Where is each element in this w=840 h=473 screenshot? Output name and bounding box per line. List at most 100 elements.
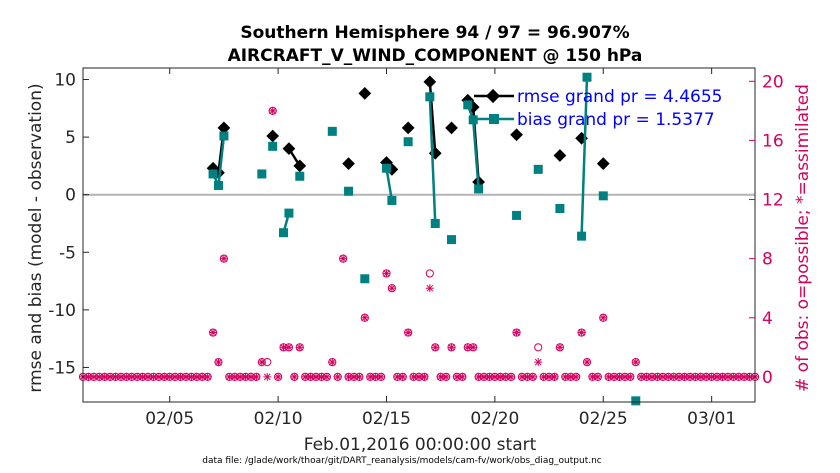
- obs-assimilated-marker: [626, 372, 635, 381]
- x-tick-label: 02/05: [145, 409, 194, 429]
- rmse-point: [510, 128, 523, 142]
- obs-asterisk-stroke: [263, 373, 271, 381]
- y-tick-label: 5: [65, 128, 76, 148]
- y-right-tick-label: 16: [762, 131, 784, 151]
- obs-assimilated-marker: [740, 372, 749, 381]
- chart-subtitle: AIRCRAFT_V_WIND_COMPONENT @ 150 hPa: [228, 46, 643, 66]
- obs-asterisk-stroke: [361, 314, 369, 322]
- bias-point: [425, 92, 435, 102]
- obs-assimilated-marker: [723, 372, 732, 381]
- obs-asterisk-stroke: [735, 373, 743, 381]
- x-tick-label: 02/20: [470, 409, 519, 429]
- rmse-point: [423, 75, 437, 89]
- y-tick-label: -5: [59, 243, 76, 263]
- obs-asterisk-stroke: [128, 373, 136, 381]
- obs-assimilated-marker: [583, 358, 591, 367]
- obs-assimilated-marker: [95, 372, 104, 381]
- obs-assimilated-marker: [615, 372, 624, 381]
- obs-asterisk-stroke: [643, 373, 650, 381]
- obs-asterisk-stroke: [442, 373, 450, 381]
- obs-asterisk-stroke: [231, 373, 239, 381]
- obs-asterisk-stroke: [502, 373, 510, 381]
- obs-assimilated-marker: [333, 372, 342, 381]
- bias-point: [403, 137, 413, 147]
- obs-asterisk-stroke: [236, 373, 244, 381]
- obs-asterisk-stroke: [697, 373, 705, 381]
- plot-area-frame: [82, 67, 756, 403]
- bias-line-segment: [385, 167, 394, 201]
- obs-asterisk-stroke: [280, 343, 287, 351]
- obs-assimilated-marker: [398, 372, 407, 381]
- obs-assimilated-marker: [680, 372, 689, 381]
- obs-asterisk-stroke: [648, 373, 656, 381]
- obs-assimilated-marker: [420, 372, 429, 381]
- obs-asterisk-stroke: [356, 373, 363, 381]
- obs-assimilated-marker: [339, 254, 348, 263]
- obs-asterisk-stroke: [518, 373, 526, 381]
- obs-assimilated-marker: [214, 358, 223, 367]
- obs-asterisk-stroke: [692, 373, 699, 381]
- obs-asterisk-stroke: [567, 373, 575, 381]
- obs-asterisk-stroke: [117, 373, 125, 381]
- bias-point: [631, 396, 641, 406]
- obs-assimilated-marker: [252, 372, 261, 381]
- obs-assimilated-marker: [707, 372, 716, 381]
- y-tick-label: -10: [48, 301, 76, 321]
- obs-assimilated-marker: [507, 372, 516, 381]
- obs-asterisk-stroke: [681, 373, 688, 381]
- obs-asterisk-stroke: [437, 373, 445, 381]
- obs-asterisk-stroke: [469, 343, 477, 351]
- obs-asterisk-stroke: [123, 373, 130, 381]
- bias-point: [344, 186, 354, 196]
- obs-asterisk-stroke: [459, 373, 466, 381]
- obs-asterisk-stroke: [220, 255, 228, 262]
- obs-assimilated-marker: [610, 372, 619, 381]
- bias-point: [555, 204, 565, 214]
- obs-assimilated-marker: [301, 372, 310, 381]
- obs-asterisk-stroke: [664, 373, 672, 381]
- obs-assimilated-marker: [317, 372, 326, 381]
- obs-asterisk-stroke: [524, 373, 531, 381]
- obs-asterisk-stroke: [269, 107, 277, 115]
- obs-asterisk-stroke: [551, 373, 558, 381]
- obs-asterisk-stroke: [475, 373, 482, 381]
- obs-assimilated-marker: [209, 328, 218, 337]
- x-tick-label: 02/25: [579, 409, 628, 429]
- obs-assimilated-marker: [274, 372, 283, 381]
- obs-asterisk-stroke: [366, 373, 374, 381]
- obs-asterisk-stroke: [724, 373, 732, 381]
- obs-assimilated-marker: [631, 358, 640, 367]
- obs-asterisk-stroke: [225, 373, 233, 381]
- legend-marker-rmse: [485, 88, 501, 104]
- obs-asterisk-stroke: [399, 373, 407, 381]
- bias-point: [468, 115, 478, 125]
- bias-point: [387, 195, 397, 205]
- obs-asterisk-stroke: [572, 373, 580, 381]
- obs-asterisk-stroke: [242, 373, 249, 381]
- obs-assimilated-marker: [404, 328, 413, 337]
- obs-assimilated-marker: [366, 372, 375, 381]
- obs-assimilated-marker: [290, 372, 299, 381]
- obs-assimilated-marker: [528, 372, 537, 381]
- obs-asterisk-stroke: [431, 343, 439, 351]
- obs-assimilated-marker: [355, 372, 364, 381]
- obs-asterisk-stroke: [534, 358, 542, 366]
- obs-asterisk-stroke: [654, 373, 661, 381]
- obs-asterisk-stroke: [605, 373, 613, 381]
- obs-asterisk-stroke: [486, 373, 493, 381]
- obs-asterisk-stroke: [616, 373, 623, 381]
- bias-point: [447, 235, 457, 245]
- obs-asterisk-stroke: [404, 329, 412, 336]
- y-right-tick-label: 0: [762, 368, 773, 388]
- obs-assimilated-marker: [702, 372, 711, 381]
- obs-asterisk-stroke: [610, 373, 618, 381]
- rmse-point: [401, 121, 415, 135]
- obs-asterisk-stroke: [388, 284, 396, 292]
- bias-point: [577, 231, 587, 241]
- obs-assimilated-marker: [382, 269, 391, 278]
- y-right-tick-label: 12: [762, 191, 784, 211]
- rmse-point: [266, 129, 280, 143]
- rmse-point: [358, 86, 372, 100]
- obs-asterisk-stroke: [702, 373, 710, 381]
